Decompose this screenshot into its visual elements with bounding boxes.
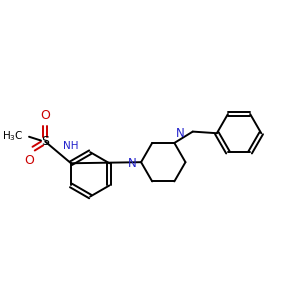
Text: H$_3$C: H$_3$C [2, 129, 23, 143]
Text: O: O [40, 109, 50, 122]
Text: O: O [24, 154, 34, 167]
Text: N: N [176, 127, 185, 140]
Text: N: N [128, 157, 137, 170]
Text: S: S [41, 135, 49, 148]
Text: NH: NH [63, 141, 79, 151]
